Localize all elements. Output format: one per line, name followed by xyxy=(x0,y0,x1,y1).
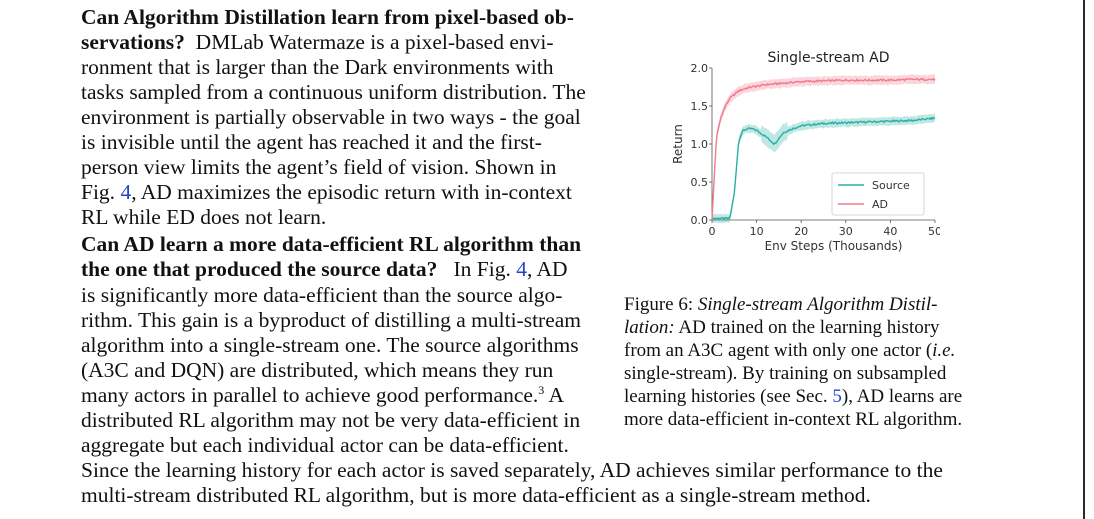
x-tick-label: 20 xyxy=(794,225,808,238)
actors-tail: A xyxy=(544,383,564,407)
section-ref-link[interactable]: 5 xyxy=(832,386,842,407)
caption-ie: i.e. xyxy=(932,340,956,361)
para1-line-9: RL while ED does not learn. xyxy=(81,205,327,229)
series-line-ad xyxy=(711,77,936,221)
para1-line-6: is invisible until the agent has reached… xyxy=(81,130,542,154)
para2-fig-prefix: In Fig. xyxy=(453,257,517,281)
caption-line5-post: ), AD learns are xyxy=(841,386,963,407)
para2-fig-suffix: , AD xyxy=(526,257,568,281)
para2-line-8: distributed RL algorithm may not be very… xyxy=(81,408,581,432)
series-line-source xyxy=(712,116,936,221)
caption-label: Figure 6: xyxy=(624,294,694,315)
legend-label-ad: AD xyxy=(872,198,888,211)
para1-heading-part1: Can Algorithm Distillation learn from pi… xyxy=(81,5,574,29)
fig-suffix: , AD maximizes the episodic return with … xyxy=(131,180,572,204)
x-tick-label: 30 xyxy=(839,225,853,238)
y-tick-label: 1.0 xyxy=(691,138,709,151)
caption-line-1: Figure 6: Single-stream Algorithm Distil… xyxy=(624,294,938,316)
y-tick-label: 1.5 xyxy=(691,100,709,113)
para1-line-8: Fig. 4, AD maximizes the episodic return… xyxy=(81,180,572,205)
caption-line-6: more data-efficient in-context RL algori… xyxy=(624,409,963,430)
y-axis-label: Return xyxy=(671,124,685,164)
series-band-source xyxy=(712,113,935,224)
para1-line-7: person view limits the agent’s field of … xyxy=(81,155,557,179)
para2-fig-ref-link[interactable]: 4 xyxy=(516,257,527,281)
para2-line-5: algorithm into a single-stream one. The … xyxy=(81,333,579,357)
page-edge-rule xyxy=(1083,0,1085,519)
para1-line-4: tasks sampled from a continuous uniform … xyxy=(81,80,586,104)
para1-line-1: Can Algorithm Distillation learn from pi… xyxy=(81,5,574,30)
para2-line-2: the one that produced the source data? I… xyxy=(81,257,568,282)
caption-line-4: single-stream). By training on subsample… xyxy=(624,363,947,384)
x-tick-label: 40 xyxy=(883,225,897,238)
x-tick-label: 50 xyxy=(928,225,940,238)
para1-line-3: ronment that is larger than the Dark env… xyxy=(81,55,554,79)
para2-heading-line1: Can AD learn a more data-efficient RL al… xyxy=(81,232,582,256)
para2-line-7: many actors in parallel to achieve good … xyxy=(81,383,564,408)
caption-line-5: learning histories (see Sec. 5), AD lear… xyxy=(624,386,962,408)
para2-line-4: rithm. This gain is a byproduct of disti… xyxy=(81,308,582,332)
x-tick-label: 0 xyxy=(709,225,716,238)
y-tick-label: 2.0 xyxy=(691,62,709,75)
para2-heading-line2: the one that produced the source data? xyxy=(81,257,438,281)
caption-line2-rest: AD trained on the learning history xyxy=(674,317,940,338)
caption-title-2: lation: xyxy=(624,317,675,338)
legend-label-source: Source xyxy=(872,179,910,192)
para1-text: DMLab Watermaze is a pixel-based envi- xyxy=(195,30,554,54)
x-tick-label: 10 xyxy=(750,225,764,238)
actors-line: many actors in parallel to achieve good … xyxy=(81,383,539,407)
para1-line-2: servations? DMLab Watermaze is a pixel-b… xyxy=(81,30,554,55)
para2-line-3: is significantly more data-efficient tha… xyxy=(81,283,563,307)
caption-line-2: lation: AD trained on the learning histo… xyxy=(624,317,940,339)
para1-heading-part2: servations? xyxy=(81,30,185,54)
para1-line-5: environment is partially observable in t… xyxy=(81,105,581,129)
y-tick-label: 0.5 xyxy=(691,176,709,189)
para2-line-9: aggregate but each individual actor can … xyxy=(81,433,569,457)
single-stream-ad-chart: Single-stream AD 0.0 0.5 1.0 1.5 2.0 0 10 20 30 40… xyxy=(671,50,940,253)
footnote-marker[interactable]: 3 xyxy=(538,382,545,397)
caption-line-3: from an A3C agent with only one actor (i… xyxy=(624,340,955,362)
chart-title: Single-stream AD xyxy=(768,50,890,66)
fig-ref-link[interactable]: 4 xyxy=(120,180,132,204)
para2-line-10: Since the learning history for each acto… xyxy=(81,458,943,482)
fig-prefix: Fig. xyxy=(81,180,121,204)
para2-line-1: Can AD learn a more data-efficient RL al… xyxy=(81,232,581,257)
para2-line-6: (A3C and DQN) are distributed, which mea… xyxy=(81,358,554,382)
y-tick-label: 0.0 xyxy=(691,214,709,227)
caption-line5-pre: learning histories (see Sec. xyxy=(624,386,833,407)
x-axis-label: Env Steps (Thousands) xyxy=(765,239,903,253)
caption-line3-pre: from an A3C agent with only one actor ( xyxy=(624,340,933,361)
caption-title-1: Single-stream Algorithm Distil- xyxy=(697,294,938,315)
para2-line-11: multi-stream distributed RL algorithm, b… xyxy=(81,483,871,507)
